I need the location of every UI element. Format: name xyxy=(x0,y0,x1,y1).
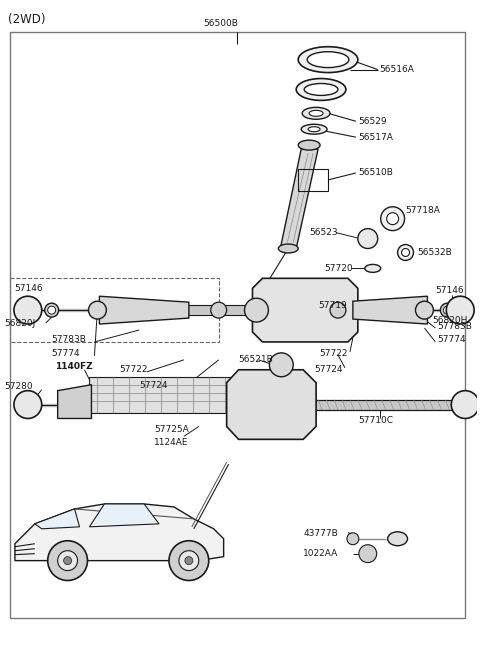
Circle shape xyxy=(88,301,107,319)
Circle shape xyxy=(244,298,268,322)
Text: 57725A: 57725A xyxy=(154,425,189,434)
Ellipse shape xyxy=(387,212,398,224)
Text: 1140FZ: 1140FZ xyxy=(55,363,92,371)
Text: 57783B: 57783B xyxy=(52,335,86,345)
Circle shape xyxy=(14,390,42,418)
Text: 56516A: 56516A xyxy=(380,65,415,74)
Polygon shape xyxy=(353,296,427,324)
Ellipse shape xyxy=(278,244,298,253)
Circle shape xyxy=(446,296,474,324)
Ellipse shape xyxy=(298,46,358,72)
Circle shape xyxy=(64,556,72,564)
Text: 56523: 56523 xyxy=(309,228,338,237)
Circle shape xyxy=(14,296,42,324)
Text: 57774: 57774 xyxy=(52,349,80,359)
Circle shape xyxy=(359,544,377,562)
Circle shape xyxy=(179,550,199,570)
Ellipse shape xyxy=(308,127,320,131)
Polygon shape xyxy=(227,370,316,440)
Text: 56820J: 56820J xyxy=(4,319,35,327)
Text: 57724: 57724 xyxy=(314,365,343,374)
Ellipse shape xyxy=(307,52,349,68)
Ellipse shape xyxy=(397,244,413,260)
Circle shape xyxy=(211,302,227,318)
Circle shape xyxy=(269,353,293,376)
Text: 57718A: 57718A xyxy=(406,207,441,215)
Text: 56521B: 56521B xyxy=(239,355,273,365)
Ellipse shape xyxy=(301,124,327,134)
Polygon shape xyxy=(252,278,358,342)
Bar xyxy=(353,305,422,315)
Text: 57720: 57720 xyxy=(324,264,353,273)
Ellipse shape xyxy=(304,84,338,96)
Text: 57146: 57146 xyxy=(14,284,43,293)
Text: 57722: 57722 xyxy=(120,365,148,374)
Circle shape xyxy=(451,390,479,418)
Text: 57783B: 57783B xyxy=(437,321,472,331)
Text: 57719: 57719 xyxy=(318,301,347,309)
Circle shape xyxy=(48,540,87,580)
Text: 57722: 57722 xyxy=(319,349,348,359)
Ellipse shape xyxy=(388,532,408,546)
Text: 56500B: 56500B xyxy=(204,19,239,29)
Text: (2WD): (2WD) xyxy=(8,13,46,27)
Text: 1022AA: 1022AA xyxy=(303,549,338,558)
Circle shape xyxy=(45,303,59,317)
Text: 56517A: 56517A xyxy=(358,133,393,141)
Ellipse shape xyxy=(302,108,330,120)
Text: 43777B: 43777B xyxy=(303,529,338,539)
Ellipse shape xyxy=(381,207,405,230)
Polygon shape xyxy=(89,376,239,412)
Text: 56532B: 56532B xyxy=(418,248,452,257)
Polygon shape xyxy=(58,384,92,418)
Text: 56510B: 56510B xyxy=(358,169,393,177)
Text: 1124AE: 1124AE xyxy=(154,438,189,447)
Polygon shape xyxy=(99,296,189,324)
Circle shape xyxy=(169,540,209,580)
Text: 56820H: 56820H xyxy=(432,315,468,325)
Circle shape xyxy=(330,302,346,318)
Ellipse shape xyxy=(402,248,409,256)
Text: 57774: 57774 xyxy=(437,335,466,345)
Text: 57146: 57146 xyxy=(435,286,464,295)
Ellipse shape xyxy=(298,140,320,150)
Polygon shape xyxy=(89,504,159,527)
Circle shape xyxy=(416,301,433,319)
Text: 56529: 56529 xyxy=(358,117,386,125)
Circle shape xyxy=(358,228,378,248)
Bar xyxy=(184,305,264,315)
Ellipse shape xyxy=(365,264,381,272)
Text: 57724: 57724 xyxy=(139,381,168,390)
Text: 57710C: 57710C xyxy=(358,416,393,425)
Bar xyxy=(298,169,328,191)
Circle shape xyxy=(444,306,451,314)
Bar xyxy=(10,32,465,618)
Ellipse shape xyxy=(309,110,323,116)
Bar xyxy=(313,400,462,410)
Ellipse shape xyxy=(296,78,346,100)
Circle shape xyxy=(48,306,56,314)
Circle shape xyxy=(347,533,359,544)
Circle shape xyxy=(185,556,193,564)
Polygon shape xyxy=(15,504,224,560)
Text: 57280: 57280 xyxy=(4,382,33,391)
Polygon shape xyxy=(280,149,318,248)
Circle shape xyxy=(440,303,454,317)
Circle shape xyxy=(58,550,78,570)
Polygon shape xyxy=(35,509,80,529)
